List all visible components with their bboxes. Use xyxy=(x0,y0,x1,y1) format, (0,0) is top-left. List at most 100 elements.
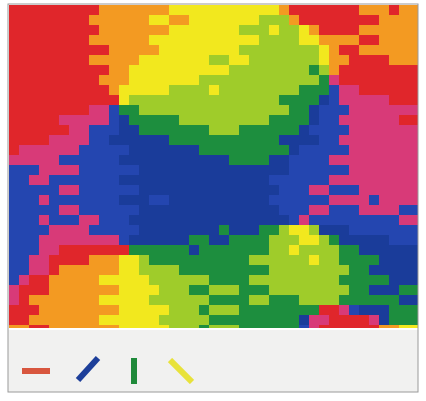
map-pixel xyxy=(379,165,389,175)
map-pixel xyxy=(259,75,269,85)
map-pixel xyxy=(129,65,139,75)
map-pixel xyxy=(349,295,359,305)
map-pixel xyxy=(139,205,149,215)
map-pixel xyxy=(249,45,259,55)
map-pixel xyxy=(79,325,89,328)
map-pixel xyxy=(349,215,359,225)
map-pixel xyxy=(179,115,189,125)
map-pixel xyxy=(389,135,399,145)
map-pixel xyxy=(249,55,259,65)
map-pixel xyxy=(139,155,149,165)
map-pixel xyxy=(359,325,369,328)
map-pixel xyxy=(139,115,149,125)
map-pixel xyxy=(309,285,319,295)
map-pixel xyxy=(129,75,139,85)
map-pixel xyxy=(79,275,89,285)
map-pixel xyxy=(49,215,59,225)
map-pixel xyxy=(369,285,379,295)
map-pixel xyxy=(359,165,369,175)
map-pixel xyxy=(159,275,169,285)
map-pixel xyxy=(219,195,229,205)
map-pixel xyxy=(399,85,409,95)
map-pixel xyxy=(9,295,19,305)
map-pixel xyxy=(409,125,418,135)
map-pixel xyxy=(179,75,189,85)
map-pixel xyxy=(359,265,369,275)
map-pixel xyxy=(99,185,109,195)
map-pixel xyxy=(219,75,229,85)
map-pixel xyxy=(119,5,129,15)
map-pixel xyxy=(239,155,249,165)
map-pixel xyxy=(309,35,319,45)
map-pixel xyxy=(189,65,199,75)
map-pixel xyxy=(119,285,129,295)
map-pixel xyxy=(139,95,149,105)
map-pixel xyxy=(109,205,119,215)
map-pixel xyxy=(49,155,59,165)
map-pixel xyxy=(99,15,109,25)
map-pixel xyxy=(219,35,229,45)
map-pixel xyxy=(149,245,159,255)
map-pixel xyxy=(369,75,379,85)
map-pixel xyxy=(289,165,299,175)
map-pixel xyxy=(409,55,418,65)
map-pixel xyxy=(229,135,239,145)
map-pixel xyxy=(249,315,259,325)
map-pixel xyxy=(89,185,99,195)
map-pixel xyxy=(179,285,189,295)
map-pixel xyxy=(49,25,59,35)
map-pixel xyxy=(139,165,149,175)
map-pixel xyxy=(179,55,189,65)
map-pixel xyxy=(9,175,19,185)
map-pixel xyxy=(309,205,319,215)
map-pixel xyxy=(59,165,69,175)
map-pixel xyxy=(209,165,219,175)
map-pixel xyxy=(189,95,199,105)
map-pixel xyxy=(399,185,409,195)
map-pixel xyxy=(129,85,139,95)
map-pixel xyxy=(89,175,99,185)
map-pixel xyxy=(389,315,399,325)
map-pixel xyxy=(89,135,99,145)
map-pixel xyxy=(319,25,329,35)
map-pixel xyxy=(69,285,79,295)
map-pixel xyxy=(399,215,409,225)
map-pixel xyxy=(209,155,219,165)
map-pixel xyxy=(9,15,19,25)
map-pixel xyxy=(239,25,249,35)
map-pixel xyxy=(179,185,189,195)
map-pixel xyxy=(29,65,39,75)
map-pixel xyxy=(19,265,29,275)
map-pixel xyxy=(129,235,139,245)
map-pixel xyxy=(229,155,239,165)
map-pixel xyxy=(369,25,379,35)
map-pixel xyxy=(179,315,189,325)
map-pixel xyxy=(279,305,289,315)
map-pixel xyxy=(359,235,369,245)
map-pixel xyxy=(349,235,359,245)
map-pixel xyxy=(339,115,349,125)
map-pixel xyxy=(279,235,289,245)
map-pixel xyxy=(39,265,49,275)
map-pixel xyxy=(149,25,159,35)
map-pixel xyxy=(269,85,279,95)
map-pixel xyxy=(379,205,389,215)
map-pixel xyxy=(59,25,69,35)
map-pixel xyxy=(369,295,379,305)
map-pixel xyxy=(139,215,149,225)
map-pixel xyxy=(219,115,229,125)
map-pixel xyxy=(329,125,339,135)
map-pixel xyxy=(169,215,179,225)
map-pixel xyxy=(279,255,289,265)
map-pixel xyxy=(279,275,289,285)
map-pixel xyxy=(229,115,239,125)
map-pixel xyxy=(279,125,289,135)
map-pixel xyxy=(159,315,169,325)
map-pixel xyxy=(289,5,299,15)
map-pixel xyxy=(299,235,309,245)
map-pixel xyxy=(129,95,139,105)
map-pixel xyxy=(49,145,59,155)
map-pixel xyxy=(199,195,209,205)
map-pixel xyxy=(119,165,129,175)
map-pixel xyxy=(149,255,159,265)
